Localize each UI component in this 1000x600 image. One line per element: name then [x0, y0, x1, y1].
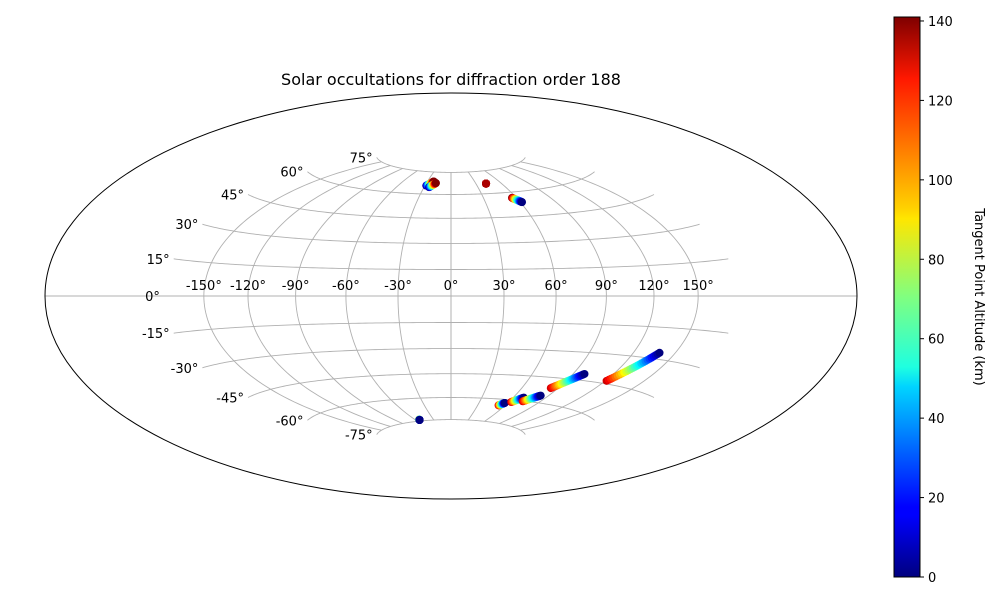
meridian-line — [511, 165, 655, 427]
lon-tick-label: 60° — [545, 279, 568, 294]
lon-tick-label: -30° — [384, 279, 412, 294]
data-point — [431, 179, 440, 188]
meridian-line — [484, 170, 557, 422]
colorbar — [893, 16, 921, 578]
colorbar-tick-label: 100 — [928, 174, 953, 189]
lat-tick-label: 60° — [280, 166, 303, 181]
meridian-line — [295, 168, 403, 424]
colorbar-tick-label: 20 — [928, 492, 945, 507]
lon-tick-label: -150° — [186, 279, 222, 294]
meridian-line — [345, 170, 418, 422]
data-point — [536, 391, 545, 400]
lat-tick-label: 0° — [145, 290, 160, 305]
lon-tick-label: 90° — [595, 279, 618, 294]
lat-tick-label: 15° — [147, 253, 170, 268]
data-point — [415, 416, 424, 425]
lat-tick-label: 45° — [221, 189, 244, 204]
lat-tick-label: -30° — [171, 362, 199, 377]
colorbar-tick-label: 80 — [928, 253, 945, 268]
colorbar-label: Tangent Point Altitude (km) — [971, 207, 986, 385]
occultation-points — [415, 177, 664, 425]
data-point — [518, 198, 527, 207]
colorbar-ticks: 0 20 40 60 80 100 120 140 — [920, 15, 953, 586]
chart-title: Solar occultations for diffraction order… — [281, 70, 621, 89]
graticule — [45, 157, 857, 435]
lat-tick-label: -75° — [345, 429, 373, 444]
data-point — [482, 179, 491, 188]
data-point — [580, 369, 589, 378]
colorbar-tick-label: 40 — [928, 412, 945, 427]
map-boundary — [44, 92, 858, 500]
meridian-line — [203, 161, 382, 431]
lon-tick-label: -60° — [332, 279, 360, 294]
lon-tick-label: -120° — [230, 279, 266, 294]
colorbar-tick-label: 140 — [928, 15, 953, 30]
lat-tick-label: 30° — [175, 218, 198, 233]
lon-tick-label: 120° — [638, 279, 669, 294]
meridian-line — [467, 171, 505, 421]
lat-tick-label: -45° — [216, 392, 244, 407]
lat-tick-label: -60° — [276, 414, 304, 429]
meridian-line — [520, 161, 699, 431]
meridian-line — [397, 171, 435, 421]
lon-tick-label: 0° — [444, 279, 459, 294]
colorbar-tick-label: 120 — [928, 94, 953, 109]
lon-tick-label: 150° — [682, 279, 713, 294]
meridian-line — [247, 165, 391, 427]
colorbar-tick-label: 60 — [928, 333, 945, 348]
lon-tick-label: 30° — [492, 279, 515, 294]
data-point — [655, 348, 664, 357]
data-point — [500, 398, 509, 407]
lat-tick-label: 75° — [350, 151, 373, 166]
colorbar-tick-label: 0 — [928, 571, 936, 586]
lon-tick-label: -90° — [282, 279, 310, 294]
lat-tick-label: -15° — [142, 327, 170, 342]
tick-labels: -150° -120° -90° -60° -30° 0° 30° 60° 90° 120° 150… — [142, 151, 714, 443]
